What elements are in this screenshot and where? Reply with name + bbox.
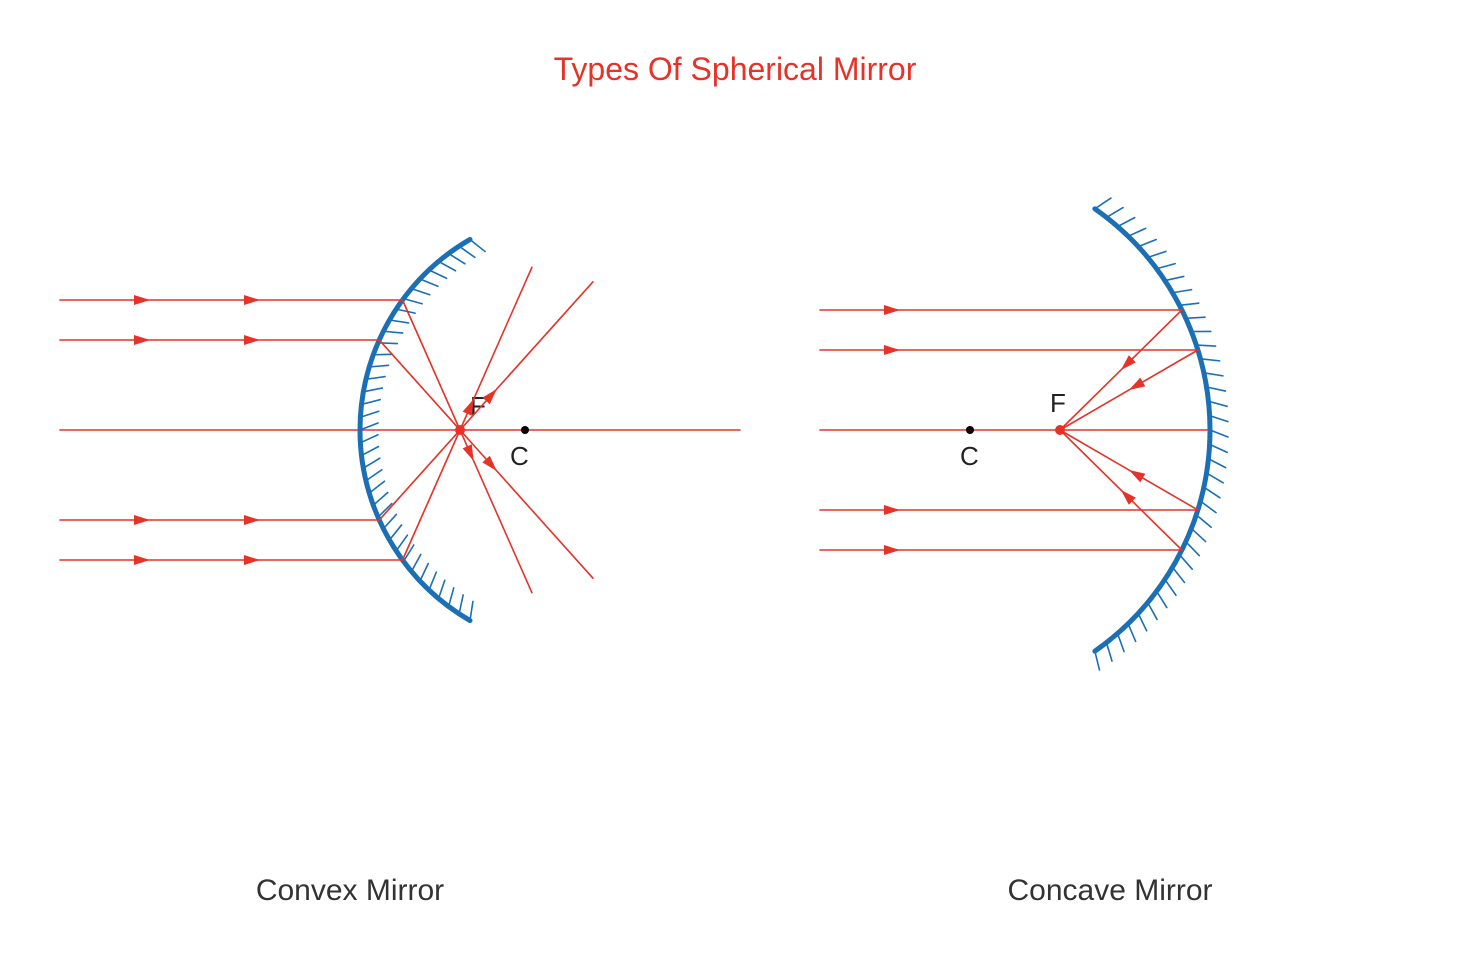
- concave-mirror-diagram: F C Concave Mirror: [820, 198, 1228, 907]
- page-title: Types Of Spherical Mirror: [554, 51, 917, 87]
- center-of-curvature: [521, 426, 529, 434]
- center-of-curvature: [966, 426, 974, 434]
- center-label: C: [510, 441, 529, 471]
- virtual-ray: [403, 300, 460, 430]
- diagram-canvas: Types Of Spherical Mirror F C Convex Mirror…: [0, 0, 1470, 980]
- focal-point-label: F: [1050, 388, 1066, 418]
- center-label: C: [960, 441, 979, 471]
- concave-caption: Concave Mirror: [1007, 874, 1212, 907]
- convex-mirror-diagram: FCConvex Mirror: [60, 239, 740, 907]
- virtual-ray: [403, 430, 460, 560]
- convex-caption: Convex Mirror: [256, 874, 444, 907]
